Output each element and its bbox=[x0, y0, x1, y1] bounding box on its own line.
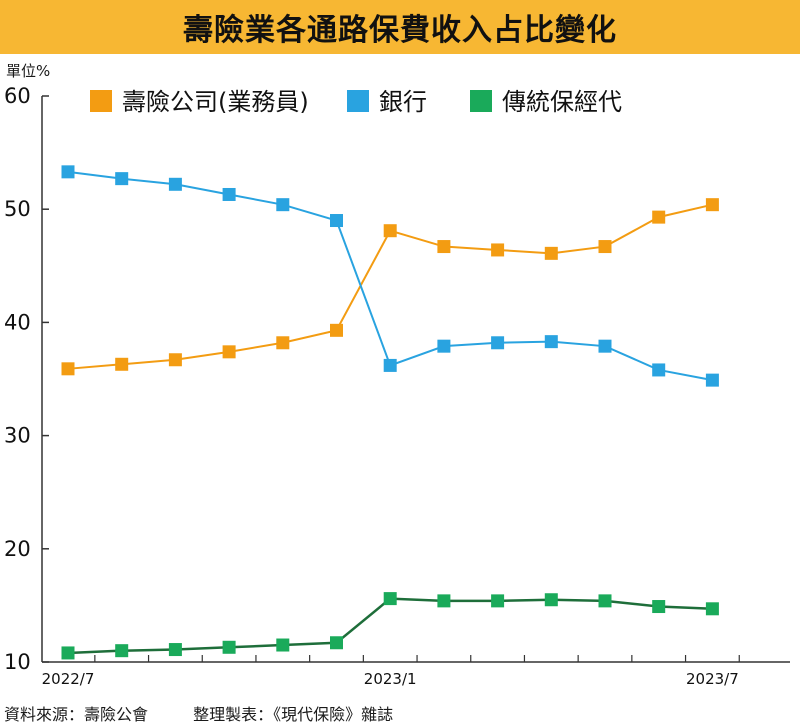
data-point bbox=[544, 593, 558, 607]
data-point bbox=[330, 636, 343, 650]
data-point bbox=[437, 339, 451, 353]
data-point bbox=[705, 373, 719, 387]
data-point bbox=[652, 210, 666, 224]
series-line bbox=[67, 170, 713, 382]
y-tick-label: 30 bbox=[4, 424, 31, 448]
data-point bbox=[491, 243, 505, 257]
data-point bbox=[652, 363, 666, 377]
data-point bbox=[222, 640, 236, 654]
line-chart: 10 20 30 40 50 60 2022/7 2023/1 2023/7 壽險公司(業務員)… bbox=[4, 84, 790, 688]
y-tick-label: 60 bbox=[4, 84, 31, 108]
data-point bbox=[598, 240, 612, 254]
data-point bbox=[491, 336, 505, 350]
data-point bbox=[705, 602, 719, 616]
data-source-text: 資料來源：壽險公會 bbox=[4, 705, 149, 724]
data-point bbox=[168, 643, 182, 657]
y-tick-label: 50 bbox=[4, 197, 31, 221]
data-point bbox=[276, 336, 290, 350]
data-point bbox=[115, 172, 129, 186]
compiled-by-text: 整理製表：《現代保險》雜誌 bbox=[193, 705, 394, 724]
data-point bbox=[222, 187, 236, 201]
data-point bbox=[437, 240, 451, 254]
data-point bbox=[330, 214, 343, 228]
data-point bbox=[115, 644, 129, 658]
data-point bbox=[598, 594, 612, 608]
source-line: 資料來源：壽險公會 整理製表：《現代保險》雜誌 bbox=[4, 701, 393, 725]
data-point bbox=[544, 335, 558, 349]
x-tick-label: 2022/7 bbox=[42, 670, 95, 688]
legend-label: 壽險公司(業務員) bbox=[122, 88, 309, 116]
legend-label: 銀行 bbox=[379, 88, 427, 116]
series-line bbox=[67, 597, 713, 655]
legend-swatch bbox=[347, 90, 369, 112]
legend-swatch bbox=[90, 90, 112, 112]
chart-title: 壽險業各通路保費收入占比變化 bbox=[183, 13, 617, 48]
x-tick-label: 2023/1 bbox=[364, 670, 417, 688]
title-bar: 壽險業各通路保費收入占比變化 bbox=[0, 0, 800, 54]
data-point bbox=[115, 357, 129, 371]
data-point bbox=[705, 198, 719, 212]
y-tick-label: 40 bbox=[4, 310, 31, 334]
y-tick-label: 20 bbox=[4, 537, 31, 561]
data-point bbox=[383, 592, 397, 606]
data-point bbox=[491, 594, 505, 608]
x-tick-label: 2023/7 bbox=[686, 670, 739, 688]
data-point bbox=[598, 339, 612, 353]
data-point bbox=[61, 646, 75, 660]
data-point bbox=[330, 323, 343, 337]
axes: 10 20 30 40 50 60 2022/7 2023/1 2023/7 bbox=[4, 84, 790, 688]
data-point bbox=[383, 358, 397, 372]
data-point bbox=[168, 177, 182, 191]
legend: 壽險公司(業務員) 銀行 傳統保經代 bbox=[90, 88, 622, 116]
data-point bbox=[222, 345, 236, 359]
unit-label: 單位% bbox=[6, 62, 51, 80]
data-point bbox=[276, 198, 290, 212]
series-layer bbox=[61, 165, 719, 660]
data-point bbox=[61, 165, 75, 179]
data-point bbox=[437, 594, 451, 608]
y-tick-label: 10 bbox=[4, 650, 31, 674]
data-point bbox=[544, 246, 558, 260]
data-point bbox=[383, 224, 397, 238]
legend-label: 傳統保經代 bbox=[502, 88, 622, 116]
data-point bbox=[652, 600, 666, 614]
data-point bbox=[168, 353, 182, 367]
data-point bbox=[276, 638, 290, 652]
legend-swatch bbox=[470, 90, 492, 112]
data-point bbox=[61, 362, 75, 376]
